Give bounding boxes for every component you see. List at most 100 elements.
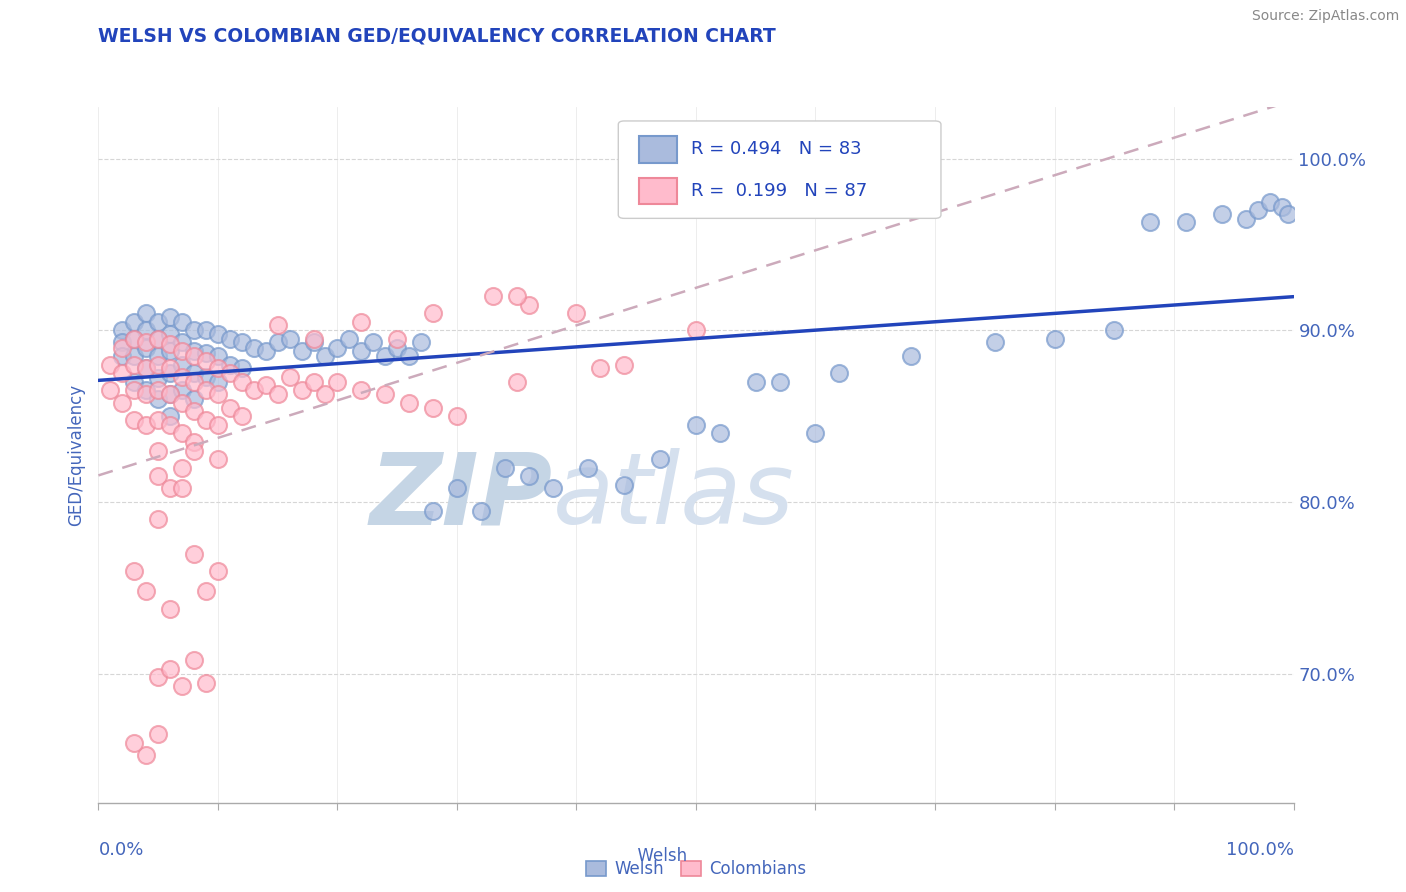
Point — [183, 375, 205, 389]
Point — [148, 315, 170, 329]
Point — [159, 310, 181, 324]
Point — [470, 504, 492, 518]
Point — [267, 318, 290, 333]
Point — [124, 315, 146, 329]
Point — [1234, 211, 1257, 226]
Point — [172, 679, 194, 693]
Point — [159, 337, 181, 351]
Point — [124, 375, 146, 389]
Point — [207, 375, 229, 389]
Point — [183, 349, 205, 363]
Point — [506, 375, 529, 389]
Point — [302, 375, 325, 389]
Point — [124, 358, 146, 372]
Point — [148, 469, 170, 483]
Point — [135, 335, 157, 350]
Point — [517, 469, 540, 483]
Point — [302, 335, 325, 350]
Point — [207, 361, 229, 376]
Point — [745, 375, 768, 389]
Point — [183, 404, 205, 418]
Point — [709, 426, 731, 441]
Point — [172, 369, 194, 384]
Point — [148, 384, 170, 398]
Point — [159, 601, 181, 615]
Point — [267, 387, 290, 401]
Point — [172, 358, 194, 372]
Point — [135, 341, 157, 355]
Point — [159, 326, 181, 341]
Point — [291, 384, 314, 398]
Text: 100.0%: 100.0% — [1226, 841, 1294, 859]
Point — [148, 349, 170, 363]
Point — [159, 662, 181, 676]
Point — [159, 361, 181, 376]
Point — [148, 392, 170, 406]
Point — [194, 384, 218, 398]
Point — [1258, 194, 1281, 209]
Point — [135, 747, 157, 762]
Point — [685, 323, 707, 337]
Point — [565, 306, 588, 320]
Point — [350, 384, 373, 398]
Point — [231, 375, 253, 389]
Point — [159, 387, 181, 401]
Point — [541, 482, 564, 496]
Point — [291, 343, 314, 358]
Point — [135, 584, 157, 599]
Point — [648, 452, 672, 467]
Point — [124, 736, 146, 750]
Point — [98, 384, 122, 398]
Point — [231, 335, 253, 350]
Point — [446, 409, 468, 424]
Text: R = 0.494   N = 83: R = 0.494 N = 83 — [692, 140, 862, 159]
Point — [1246, 203, 1268, 218]
Point — [494, 460, 516, 475]
Point — [183, 443, 205, 458]
Point — [183, 367, 205, 381]
Point — [183, 343, 205, 358]
Point — [148, 727, 170, 741]
Point — [148, 413, 170, 427]
Point — [159, 343, 181, 358]
Point — [219, 358, 242, 372]
Point — [385, 341, 409, 355]
Point — [159, 409, 181, 424]
Point — [374, 349, 396, 363]
Point — [148, 443, 170, 458]
Point — [517, 297, 540, 311]
Point — [339, 332, 360, 346]
Point — [172, 335, 194, 350]
Point — [254, 343, 277, 358]
Point — [111, 341, 134, 355]
Point — [422, 401, 444, 415]
Point — [124, 349, 146, 363]
Point — [804, 426, 827, 441]
Point — [1102, 323, 1125, 337]
Point — [111, 323, 134, 337]
Point — [315, 387, 337, 401]
Point — [135, 306, 157, 320]
Point — [194, 675, 218, 690]
Point — [207, 326, 229, 341]
Point — [124, 413, 146, 427]
Text: ZIP: ZIP — [370, 448, 553, 545]
Text: Source: ZipAtlas.com: Source: ZipAtlas.com — [1251, 9, 1399, 23]
Point — [326, 341, 349, 355]
Point — [411, 335, 433, 350]
Point — [1211, 206, 1233, 220]
Point — [506, 289, 529, 303]
Point — [159, 482, 181, 496]
Point — [124, 564, 146, 578]
Point — [159, 367, 181, 381]
Point — [148, 332, 170, 346]
Point — [135, 384, 157, 398]
FancyBboxPatch shape — [638, 178, 676, 204]
Point — [422, 504, 444, 518]
Point — [481, 289, 505, 303]
Point — [111, 367, 134, 381]
Point — [302, 332, 325, 346]
Point — [124, 332, 146, 346]
Point — [350, 343, 373, 358]
Point — [685, 417, 707, 432]
